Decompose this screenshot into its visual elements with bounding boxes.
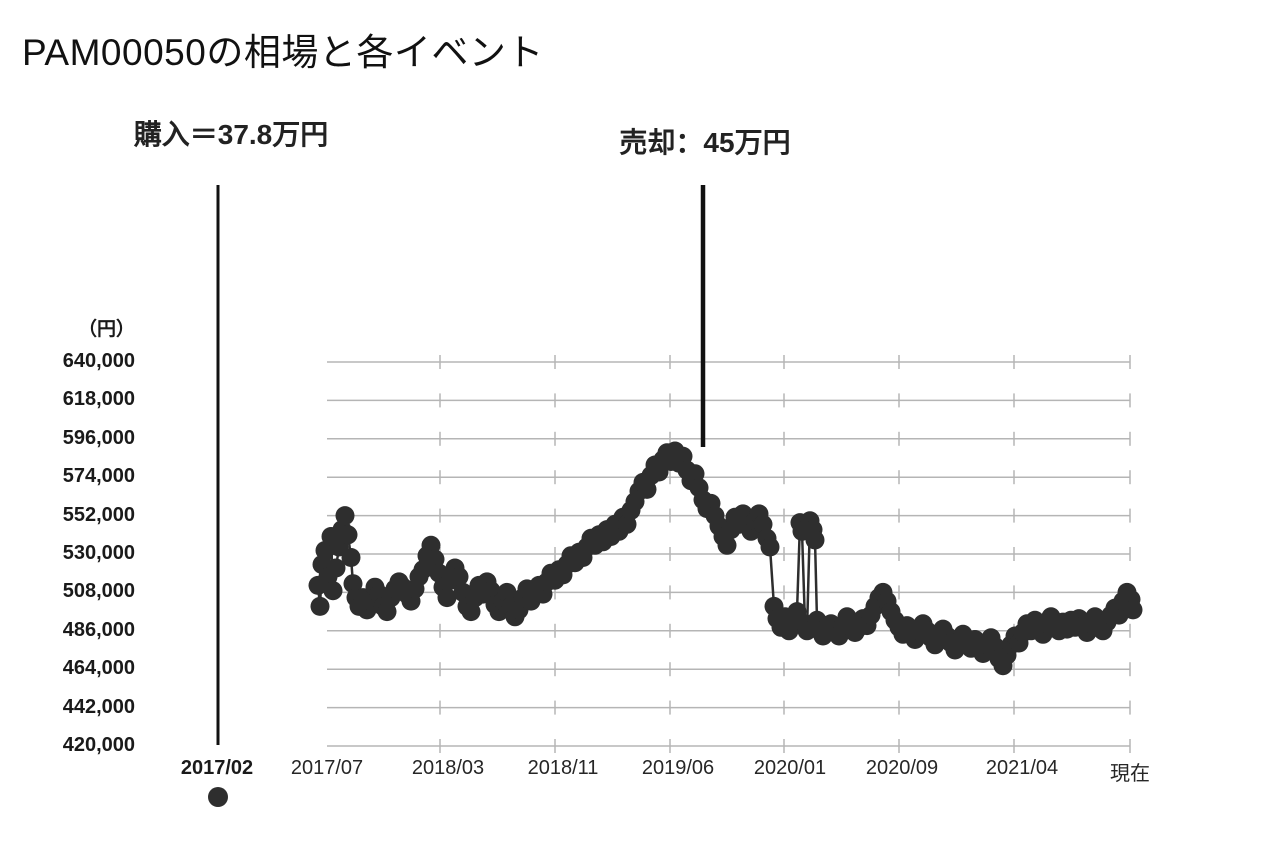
sale-annotation: 売却：45万円 (619, 127, 791, 158)
x-tick-label: 2020/01 (753, 757, 827, 779)
y-tick-label: 574,000 (62, 465, 135, 488)
x-tick-label: 2018/11 (527, 757, 599, 779)
y-tick-label: 464,000 (62, 657, 135, 680)
y-tick-label: 420,000 (62, 734, 135, 756)
purchase-date-dot (208, 787, 228, 807)
x-tick-label: 2017/07 (290, 757, 364, 779)
x-tick-label: 2018/03 (411, 757, 485, 779)
y-tick-label: 508,000 (62, 580, 135, 603)
chart-title: PAM00050の相場と各イベント (22, 32, 544, 73)
y-tick-label: 618,000 (62, 388, 135, 411)
x-tick-label: 2020/09 (865, 757, 939, 779)
y-tick-label: 442,000 (62, 695, 135, 718)
x-tick-label: 現在 (1110, 763, 1150, 785)
y-tick-label: 530,000 (62, 542, 135, 564)
y-tick-label: 596,000 (62, 426, 135, 449)
x-tick-label: 2019/06 (641, 757, 715, 779)
y-axis-unit-label: （円） (77, 319, 135, 340)
x-tick-label-event: 2017/02 (180, 757, 254, 779)
purchase-annotation: 購入＝37.8万円 (133, 119, 329, 150)
y-tick-label: 640,000 (62, 350, 135, 372)
price-series-markers (308, 441, 1143, 676)
x-tick-label: 2021/04 (985, 757, 1059, 779)
y-tick-label: 486,000 (62, 618, 135, 641)
y-tick-label: 552,000 (62, 503, 135, 526)
